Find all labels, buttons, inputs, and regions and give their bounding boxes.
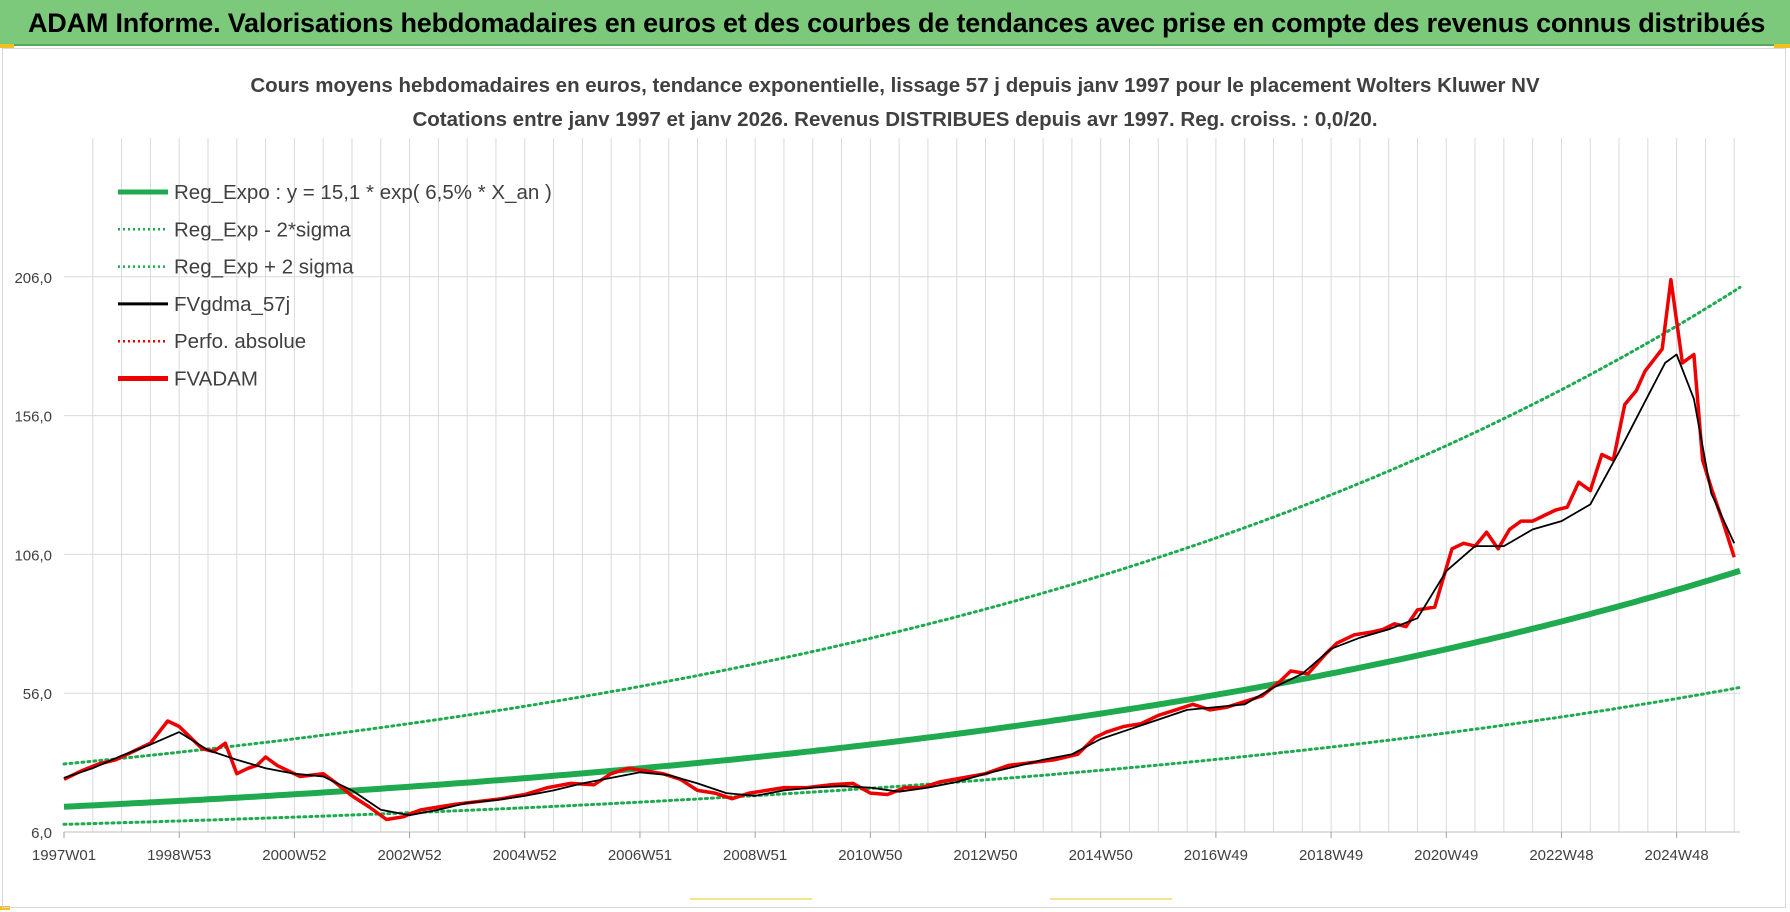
report-banner: ADAM Informe. Valorisations hebdomadaire… bbox=[0, 0, 1790, 46]
corner-marker-top-left bbox=[0, 44, 14, 48]
bottom-highlight-right bbox=[1050, 898, 1172, 900]
y-tick-label: 106,0 bbox=[14, 547, 52, 564]
chart-title-line-2: Cotations entre janv 1997 et janv 2026. … bbox=[412, 108, 1377, 131]
legend-label: Perfo. absolue bbox=[174, 330, 306, 353]
reg-exp-minus-2-sigma-line bbox=[62, 686, 1742, 826]
y-tick-label: 206,0 bbox=[14, 270, 52, 287]
x-tick-label: 2024W48 bbox=[1645, 847, 1709, 864]
x-tick-label: 2020W49 bbox=[1414, 847, 1478, 864]
corner-marker-top-right bbox=[1774, 44, 1790, 48]
axes: 6,0 56,0 106,0 156,0 206,0 1997W01 1998W53 2000… bbox=[14, 270, 1740, 864]
reg-exp-plus-2-sigma-line bbox=[62, 285, 1742, 766]
y-tick-label: 56,0 bbox=[23, 686, 52, 703]
bottom-highlight-left bbox=[690, 898, 812, 900]
x-tick-label: 2022W48 bbox=[1529, 847, 1593, 864]
x-tick-label: 2012W50 bbox=[953, 847, 1017, 864]
x-tick-label: 2000W52 bbox=[262, 847, 326, 864]
legend-label: FVgdma_57j bbox=[174, 293, 290, 316]
fvgdma-57j-line bbox=[63, 353, 1736, 817]
legend-label: Reg_Exp - 2*sigma bbox=[174, 218, 351, 241]
x-tick-label: 1998W53 bbox=[147, 847, 211, 864]
legend-label: FVADAM bbox=[174, 368, 258, 391]
reg-expo-line bbox=[63, 567, 1741, 810]
y-tick-label: 156,0 bbox=[14, 409, 52, 426]
chart-titles: Cours moyens hebdomadaires en euros, ten… bbox=[250, 74, 1540, 131]
x-tick-label: 2016W49 bbox=[1184, 847, 1248, 864]
fvadam-line bbox=[63, 277, 1736, 822]
y-tick-label: 6,0 bbox=[31, 825, 52, 842]
x-tick-label: 2008W51 bbox=[723, 847, 787, 864]
x-tick-label: 2006W51 bbox=[608, 847, 672, 864]
series-lines bbox=[62, 277, 1742, 826]
x-tick-label: 2014W50 bbox=[1069, 847, 1133, 864]
x-tick-label: 2010W50 bbox=[838, 847, 902, 864]
x-tick-label: 1997W01 bbox=[32, 847, 96, 864]
chart-frame bbox=[2, 48, 1786, 908]
legend-label: Reg_Expo : y = 15,1 * exp( 6,5% * X_an ) bbox=[174, 181, 552, 204]
legend: Reg_Expo : y = 15,1 * exp( 6,5% * X_an )… bbox=[118, 181, 552, 391]
x-tick-label: 2004W52 bbox=[493, 847, 557, 864]
x-tick-label: 2018W49 bbox=[1299, 847, 1363, 864]
legend-label: Reg_Exp + 2 sigma bbox=[174, 256, 354, 279]
banner-title: ADAM Informe. Valorisations hebdomadaire… bbox=[28, 8, 1766, 38]
corner-marker-bottom-left bbox=[0, 906, 10, 910]
x-tick-label: 2002W52 bbox=[377, 847, 441, 864]
chart-title-line-1: Cours moyens hebdomadaires en euros, ten… bbox=[250, 74, 1540, 97]
